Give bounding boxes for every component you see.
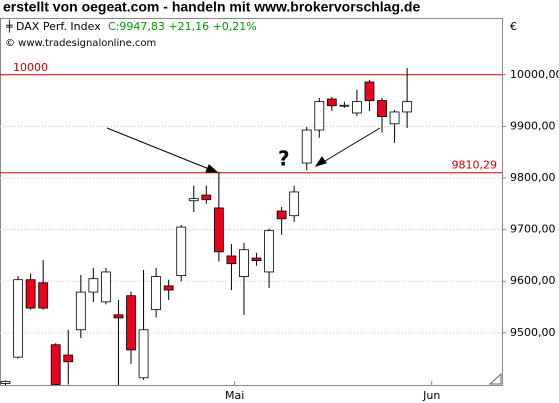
- candle-body: [0, 380, 11, 384]
- candle-body: [75, 291, 86, 331]
- y-tick-label: 9700,00: [510, 223, 556, 236]
- candle-body: [226, 255, 237, 265]
- candle-body: [188, 198, 199, 202]
- candle-body: [301, 129, 312, 164]
- legend-name: DAX Perf. Index: [16, 20, 101, 33]
- arrows: [106, 127, 381, 173]
- candle-body: [276, 210, 287, 220]
- candle-body: [113, 314, 124, 319]
- candle-body: [389, 111, 400, 125]
- candle-body: [176, 226, 187, 276]
- candle-body: [101, 271, 111, 303]
- candle-body: [402, 101, 413, 113]
- candle-body: [151, 276, 162, 311]
- candle-body: [251, 257, 262, 262]
- candle-body: [13, 279, 23, 358]
- source: © www.tradesignalonline.com: [5, 38, 156, 49]
- candle-body: [352, 101, 362, 114]
- candle-body: [377, 100, 387, 117]
- candle-body: [364, 81, 375, 101]
- y-tick-label: 9800,00: [510, 171, 556, 184]
- candle-body: [201, 194, 212, 201]
- annotation: ?: [278, 147, 290, 171]
- candle-body: [264, 230, 274, 273]
- chart-title: erstellt von oegeat.com - handeln mit ww…: [3, 0, 420, 15]
- x-tick-label: Mai: [225, 389, 244, 402]
- candle-body: [63, 354, 74, 363]
- reference-label: 10000: [13, 61, 48, 74]
- plot-frame: [0, 18, 503, 386]
- reference-label: 9810,29: [452, 159, 498, 172]
- legend-quote: C:9947,83 +21,16 +0,21%: [108, 20, 257, 33]
- candle-body: [163, 285, 174, 291]
- candle-body: [38, 282, 49, 309]
- resize-corner: [488, 372, 502, 385]
- candle-body: [126, 295, 136, 351]
- y-tick-label: 9900,00: [510, 119, 556, 132]
- y-tick-label: 10000,00: [510, 68, 559, 81]
- currency: €: [510, 20, 517, 33]
- candle-body: [88, 278, 99, 293]
- legend-symbol: ╪: [5, 19, 13, 33]
- candle-body: [314, 101, 325, 131]
- x-tick-label: Jun: [422, 389, 440, 402]
- y-tick-label: 9500,00: [510, 326, 556, 339]
- candle-body: [213, 207, 224, 253]
- y-tick-label: 9600,00: [510, 274, 556, 287]
- candle-body: [326, 98, 337, 107]
- candle-body: [138, 329, 149, 379]
- candle-body: [289, 191, 300, 217]
- candle-body: [239, 249, 249, 278]
- candle-body: [50, 344, 61, 385]
- candle-body: [25, 279, 36, 309]
- candle-body: [339, 104, 350, 107]
